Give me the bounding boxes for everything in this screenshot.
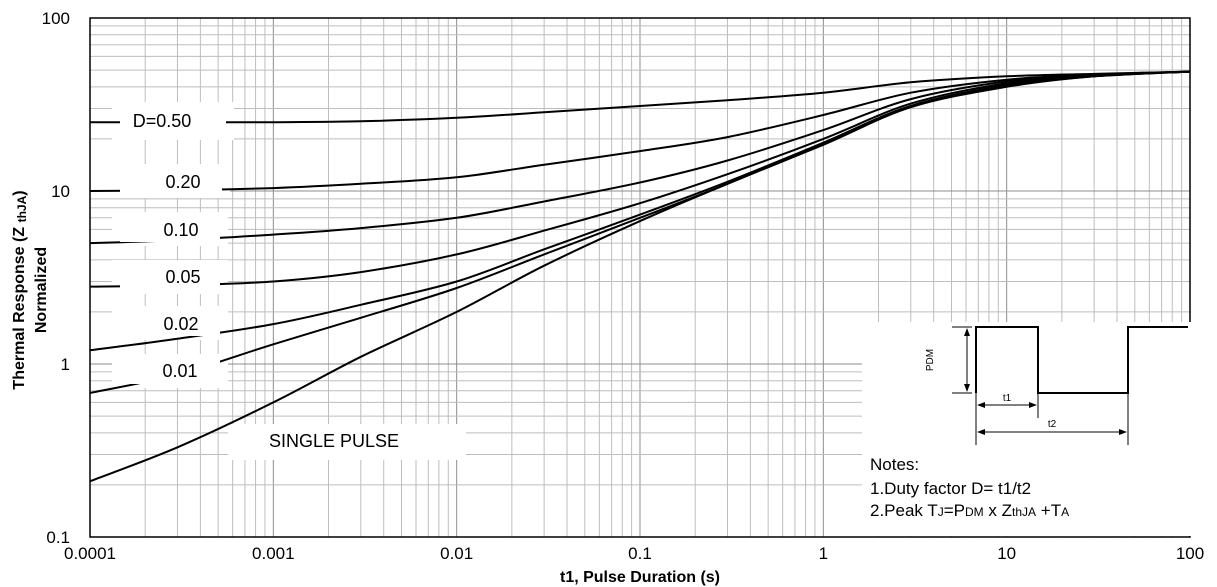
series-line: [90, 70, 1191, 124]
x-tick-label: 0.0001: [64, 544, 116, 563]
series-label-mask: [236, 428, 458, 456]
y-tick-label: 100: [42, 9, 70, 28]
series-label-mask: [120, 358, 220, 384]
note-2-e: x Z: [984, 501, 1012, 520]
series-label-mask: [120, 310, 220, 336]
series-label: 0.05: [165, 267, 200, 287]
svg-text:Thermal Response (Z thJA): Thermal Response (Z thJA): [11, 190, 29, 389]
series-line: [89, 70, 1191, 192]
y-axis-title-close: ): [11, 190, 28, 195]
note-2: 2.Peak TJ=PDM x ZthJA +TA: [870, 501, 1069, 520]
y-axis-title-sub: thJA: [15, 195, 29, 222]
x-tick-label: 1: [819, 544, 828, 563]
series-label: 0.10: [163, 220, 198, 240]
series-label: 0.20: [165, 172, 200, 192]
notes-box: [862, 322, 1194, 536]
y-axis-title-main: Thermal Response (Z: [11, 222, 28, 389]
notes-title: Notes:: [870, 455, 919, 474]
y-tick-labels: 100 10 1 0.1: [42, 9, 70, 547]
y-tick-label: 1: [61, 355, 70, 374]
plot-frame: [89, 17, 1191, 538]
x-tick-label: 0.01: [440, 544, 473, 563]
x-tick-label: 0.1: [628, 544, 652, 563]
series-label: 0.01: [162, 361, 197, 381]
note-2-g: +T: [1036, 501, 1061, 520]
y-axis-title-line2: Normalized: [33, 247, 50, 333]
series-label: D=0.50: [133, 111, 192, 131]
waveform-dimensions: [952, 326, 1129, 445]
note-2-c: =P: [944, 501, 965, 520]
x-axis-title: t1, Pulse Duration (s): [560, 569, 720, 586]
y-tick-label: 10: [51, 182, 70, 201]
note-2-f: thJA: [1012, 505, 1036, 519]
arrow-heads: [964, 328, 1127, 435]
series-label-mask: [120, 264, 220, 290]
t2-arrow-right: [1119, 429, 1127, 435]
note-2-h: A: [1061, 505, 1069, 519]
x-tick-label: 0.001: [252, 544, 295, 563]
x-tick-labels: 0.0001 0.001 0.01 0.1 1 10 100: [64, 544, 1204, 563]
pdm-arrow-up: [964, 328, 970, 336]
y-tick-label: 0.1: [46, 528, 70, 547]
series-label-mask: [120, 168, 222, 194]
pdm-arrow-down: [964, 384, 970, 392]
series-line: [89, 70, 1191, 245]
x-tick-label: 100: [1176, 544, 1204, 563]
series-line: [89, 70, 1191, 288]
note-2-d: DM: [965, 505, 984, 519]
note-2-b: J: [938, 505, 944, 519]
y-axis-title: Thermal Response (Z thJA) Normalized: [11, 190, 50, 389]
series-line: [89, 70, 1191, 483]
series-lines: [89, 70, 1191, 483]
series-label-mask: [120, 106, 226, 136]
series-labels: D=0.50 0.20 0.10 0.05 0.02 0.01 SINGLE PULSE: [133, 111, 399, 451]
t2-arrow-left: [977, 429, 985, 435]
t1-label: t1: [1003, 393, 1012, 404]
note-2-a: 2.Peak T: [870, 501, 938, 520]
series-label-mask: [120, 216, 220, 242]
t2-label: t2: [1048, 419, 1057, 430]
pdm-label: PDM: [925, 349, 936, 371]
series-label: SINGLE PULSE: [269, 431, 399, 451]
t1-arrow-left: [977, 402, 985, 408]
t1-arrow-right: [1029, 402, 1037, 408]
note-1: 1.Duty factor D= t1/t2: [870, 479, 1031, 498]
series-label: 0.02: [163, 314, 198, 334]
x-tick-label: 10: [997, 544, 1016, 563]
